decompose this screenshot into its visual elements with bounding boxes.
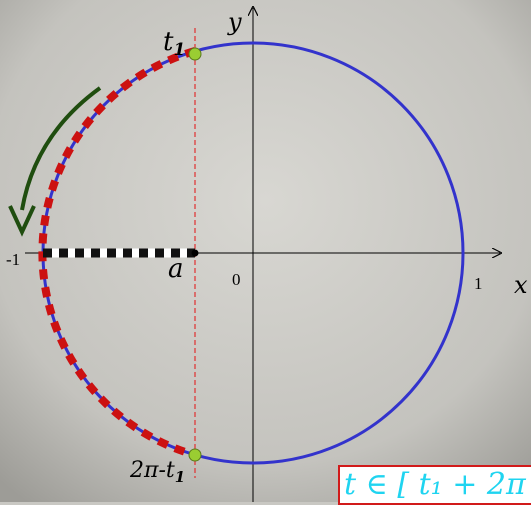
t1-label-main: t [163, 27, 174, 57]
y-axis-label: y [227, 8, 242, 36]
bottom-label-main: 2π-t [129, 458, 175, 483]
curved-arrow-icon [20, 86, 102, 211]
origin-label: 0 [232, 270, 241, 289]
x-axis-label: x [514, 271, 528, 299]
formula-text: t ∈ [ t₁ + 2π [344, 467, 526, 502]
a-label: a [168, 254, 184, 284]
one-tick-label: 1 [474, 274, 483, 293]
t1-label-subscript: 1 [173, 40, 185, 60]
bottom-label: 2π-t1 [129, 458, 185, 486]
highlighted-arc [38, 47, 197, 459]
point-t1 [188, 47, 202, 61]
point-2pi-minus-t1 [188, 448, 202, 462]
minus-one-tick-label: -1 [6, 250, 20, 269]
bottom-label-subscript: 1 [175, 468, 185, 486]
t1-label: t1 [163, 27, 185, 60]
formula-box: t ∈ [ t₁ + 2π [338, 465, 531, 505]
curved-arrow-head [8, 205, 36, 237]
point-a [191, 249, 199, 257]
